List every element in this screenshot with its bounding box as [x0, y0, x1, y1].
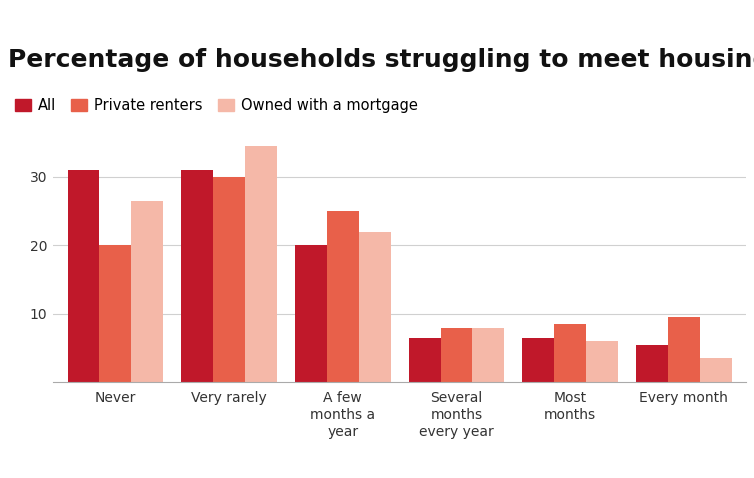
Bar: [245, 146, 277, 382]
Bar: [68, 170, 100, 382]
Bar: [440, 327, 473, 382]
Bar: [131, 201, 163, 382]
Bar: [409, 338, 440, 382]
Bar: [473, 327, 504, 382]
Bar: [586, 341, 618, 382]
Bar: [554, 324, 586, 382]
Bar: [213, 177, 245, 382]
Legend: All, Private renters, Owned with a mortgage: All, Private renters, Owned with a mortg…: [15, 98, 418, 113]
Bar: [523, 338, 554, 382]
Text: Percentage of households struggling to meet housing costs: Percentage of households struggling to m…: [8, 47, 754, 72]
Bar: [181, 170, 213, 382]
Bar: [100, 246, 131, 382]
Bar: [326, 211, 359, 382]
Bar: [295, 246, 326, 382]
Bar: [359, 232, 391, 382]
Bar: [636, 345, 668, 382]
Bar: [668, 317, 700, 382]
Bar: [700, 358, 731, 382]
